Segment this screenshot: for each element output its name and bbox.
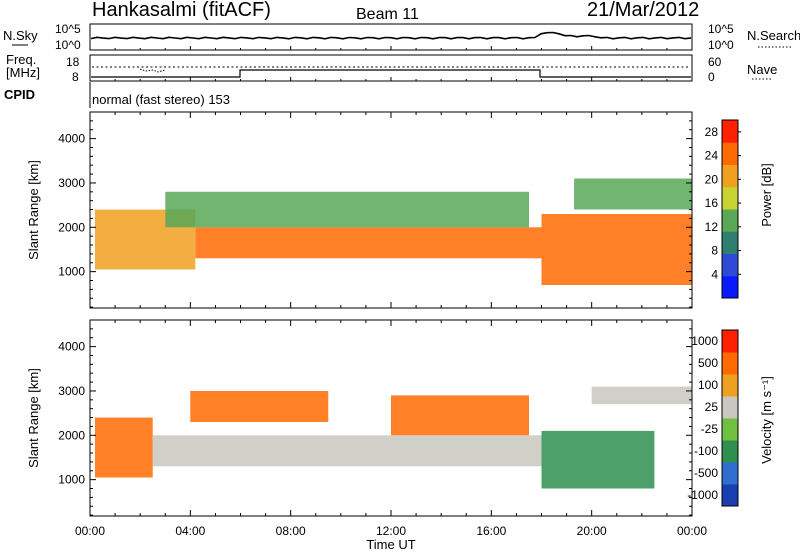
velocity-ylabel: Slant Range [km] xyxy=(26,368,41,468)
colorbar-segment xyxy=(722,253,738,277)
colorbar-segment xyxy=(722,120,738,143)
colorbar-segment xyxy=(722,186,738,210)
colorbar-segment xyxy=(722,374,738,397)
colorbar-tick-label: -1000 xyxy=(687,488,718,502)
noise-right-tick-bottom: 10^0 xyxy=(708,38,734,52)
colorbar-segment xyxy=(722,462,738,485)
colorbar-tick-label: 100 xyxy=(698,378,718,392)
power-cbar-label: Power [dB] xyxy=(759,163,774,227)
x-tick-label: 00:00 xyxy=(677,524,707,538)
date-label: 21/Mar/2012 xyxy=(587,0,699,21)
y-tick-label: 2000 xyxy=(58,428,85,442)
x-tick-label: 16:00 xyxy=(476,524,506,538)
velocity-heatmap xyxy=(95,386,692,489)
power-echo-band xyxy=(165,191,530,228)
y-tick-label: 1000 xyxy=(58,265,85,279)
nave-tick-top: 60 xyxy=(708,55,722,69)
colorbar-tick-label: 8 xyxy=(711,244,718,258)
nsky-label: N.Sky xyxy=(3,28,38,43)
power-echo-band xyxy=(574,178,692,210)
x-tick-label: 12:00 xyxy=(376,524,406,538)
colorbar-tick-label: 28 xyxy=(705,125,719,139)
vel-echo-band xyxy=(152,435,542,467)
colorbar-segment xyxy=(722,330,738,353)
beam-label: Beam 11 xyxy=(356,6,419,23)
time-xlabel: Time UT xyxy=(366,537,415,552)
colorbar-segment xyxy=(722,440,738,463)
x-tick-label: 08:00 xyxy=(276,524,306,538)
freq-tick-bottom: 8 xyxy=(72,70,79,84)
colorbar-segment xyxy=(722,396,738,419)
y-tick-label: 3000 xyxy=(58,384,85,398)
vel-echo-band xyxy=(190,391,329,422)
colorbar-tick-label: 25 xyxy=(705,400,719,414)
power-echo-band xyxy=(195,227,542,259)
nave-tick-bottom: 0 xyxy=(708,70,715,84)
x-tick-label: 04:00 xyxy=(175,524,205,538)
colorbar-segment xyxy=(722,484,738,507)
power-echo-band xyxy=(541,214,692,285)
noise-left-tick-top: 10^5 xyxy=(55,22,81,36)
vel-echo-band xyxy=(95,417,153,478)
velocity-y-axis: 1000 2000 3000 4000 xyxy=(58,319,692,516)
station-title: Hankasalmi (fitACF) xyxy=(92,0,271,21)
colorbar-segment xyxy=(722,231,738,254)
freq-label: Freq. xyxy=(6,52,36,67)
freq-scatter xyxy=(139,68,166,73)
colorbar-tick-label: 24 xyxy=(705,149,719,163)
vel-echo-band xyxy=(391,395,529,436)
velocity-colorbar: 1000 500 100 25 -25 -100 -500 -1000 xyxy=(687,329,739,507)
colorbar-segment xyxy=(722,352,738,375)
y-tick-label: 1000 xyxy=(58,473,85,487)
freq-tick-top: 18 xyxy=(66,55,80,69)
y-tick-label: 2000 xyxy=(58,220,85,234)
velocity-x-axis: 00:00 04:00 08:00 12:00 16:00 20:00 00:00 xyxy=(75,320,707,538)
y-tick-label: 3000 xyxy=(58,176,85,190)
vel-echo-band xyxy=(541,430,655,489)
power-heatmap xyxy=(95,178,692,285)
nave-label: Nave xyxy=(747,62,777,77)
colorbar-segment xyxy=(722,418,738,441)
colorbar-tick-label: 4 xyxy=(711,267,718,281)
velocity-cbar-label: Velocity [m s⁻¹] xyxy=(759,376,774,464)
freq-trace xyxy=(91,69,691,78)
y-tick-label: 4000 xyxy=(58,340,85,354)
y-tick-label: 4000 xyxy=(58,132,85,146)
colorbar-frame xyxy=(721,119,739,299)
power-x-axis xyxy=(89,46,693,308)
colorbar-segment xyxy=(722,275,738,299)
colorbar-tick-label: 16 xyxy=(705,196,719,210)
colorbar-tick-label: 500 xyxy=(698,356,718,370)
power-y-axis: 1000 2000 3000 4000 xyxy=(58,111,692,308)
colorbar-tick-label: -25 xyxy=(701,422,719,436)
colorbar-tick-label: -100 xyxy=(694,444,718,458)
colorbar-frame xyxy=(721,329,739,507)
cpid-label: CPID xyxy=(4,87,35,102)
vel-echo-band xyxy=(591,386,692,405)
colorbar-segment xyxy=(722,142,738,165)
colorbar-tick-label: 12 xyxy=(705,220,719,234)
cpid-text: normal (fast stereo) 153 xyxy=(92,92,230,107)
noise-right-tick-top: 10^5 xyxy=(708,22,734,36)
noise-left-tick-bottom: 10^0 xyxy=(55,38,81,52)
freq-unit-label: [MHz] xyxy=(6,65,40,80)
x-tick-label: 00:00 xyxy=(75,524,105,538)
colorbar-tick-label: 1000 xyxy=(691,334,718,348)
power-colorbar: 4 8 12 16 20 24 28 xyxy=(705,119,741,299)
colorbar-tick-label: 20 xyxy=(705,172,719,186)
power-ylabel: Slant Range [km] xyxy=(26,160,41,260)
colorbar-segment xyxy=(722,209,738,232)
x-tick-label: 20:00 xyxy=(577,524,607,538)
noise-trace xyxy=(90,31,692,40)
colorbar-segment xyxy=(722,164,738,188)
nsearch-label: N.Search xyxy=(747,28,800,43)
colorbar-tick-label: -500 xyxy=(694,466,718,480)
